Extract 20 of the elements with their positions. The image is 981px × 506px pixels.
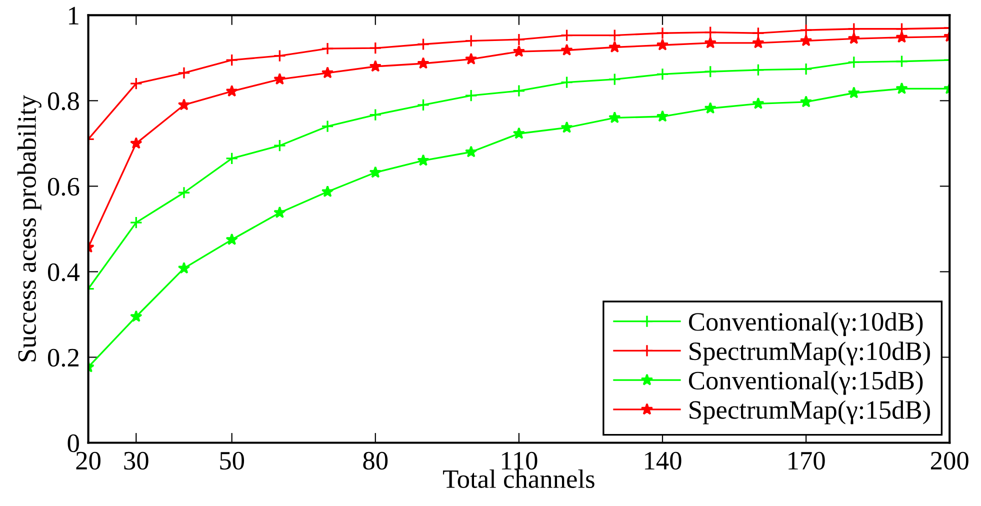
y-tick-label: 0.4 <box>48 263 80 282</box>
x-tick-label: 110 <box>502 452 538 470</box>
y-tick-label: 0.8 <box>48 92 79 110</box>
x-tick-label: 30 <box>124 452 148 470</box>
y-tick-label: 1 <box>69 6 78 24</box>
x-axis-title: Total channels <box>443 469 594 488</box>
x-tick-label: 20 <box>76 452 100 470</box>
x-tick-label: 50 <box>220 452 244 470</box>
x-tick-label: 80 <box>363 452 388 470</box>
y-tick-label: 0.2 <box>48 348 78 367</box>
x-tick-label: 140 <box>645 452 682 470</box>
x-tick-label: 170 <box>788 452 825 470</box>
legend-label: Conventional(γ:15dB) <box>688 370 923 395</box>
x-tick-label: 200 <box>930 452 968 470</box>
legend-label: Conventional(γ:10dB) <box>688 312 923 336</box>
y-tick-label: 0 <box>68 434 79 452</box>
legend-label: SpectrumMap(γ:10dB) <box>690 342 930 366</box>
y-tick-label: 0.6 <box>48 178 80 196</box>
legend-label: SpectrumMap(γ:15dB) <box>690 400 930 424</box>
y-axis-title: Success acess probability <box>17 94 42 362</box>
